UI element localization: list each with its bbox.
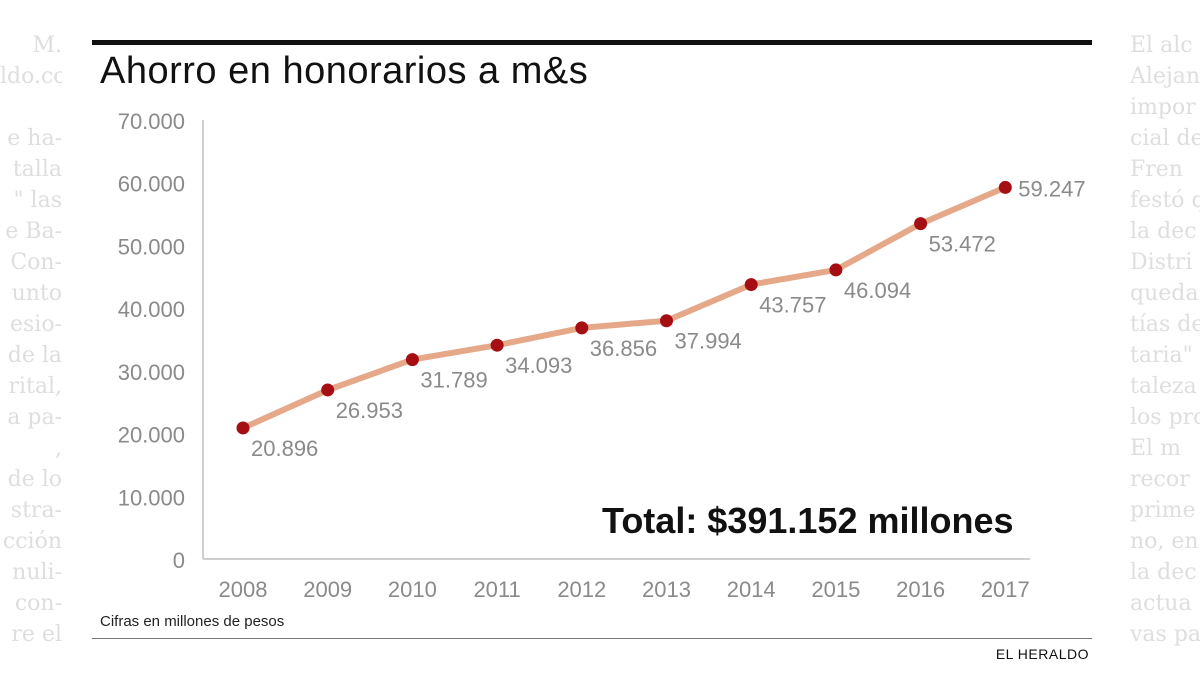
background-text-line: vas pa [1130, 622, 1200, 647]
background-text-line: rital, [8, 374, 62, 399]
background-text-line: los pro [1130, 405, 1200, 430]
data-labels: 20.896 26.953 31.789 34.093 36.856 37.994 43.7… [251, 176, 1086, 461]
background-text-line: Alejan [1130, 64, 1200, 89]
background-text-line: e Ba- [5, 219, 62, 244]
background-text-line: con- [14, 591, 62, 616]
x-tick-label: 2013 [642, 577, 691, 602]
chart-title: Ahorro en honorarios a m&s [100, 50, 589, 92]
data-point [236, 421, 250, 435]
data-label: 59.247 [1018, 176, 1085, 201]
data-point [829, 263, 843, 277]
background-text-line: M. [32, 33, 62, 58]
y-tick-label: 40.000 [118, 297, 185, 322]
background-text-line: a pa- [7, 405, 62, 430]
y-tick-label: 50.000 [118, 234, 185, 259]
background-text-line: impor [1130, 95, 1196, 120]
background-text-line: nuli- [12, 560, 62, 585]
background-text-line: stra- [10, 498, 62, 523]
background-article-text-left: M. ldo.co e ha-talla " las e Ba- Con-unto esi… [0, 30, 62, 650]
x-tick-label: 2014 [727, 577, 776, 602]
y-tick-label: 30.000 [118, 360, 185, 385]
background-text-line: de lo [7, 467, 62, 492]
background-text-line: taria" [1130, 343, 1193, 368]
background-text-line: " las [13, 188, 62, 213]
data-point [405, 353, 419, 367]
background-text-line: El m [1130, 436, 1181, 461]
data-label: 37.994 [675, 329, 742, 354]
data-label: 34.093 [505, 353, 572, 378]
data-point [490, 338, 504, 352]
background-text-line: cial de [1130, 126, 1200, 151]
data-point [660, 314, 673, 328]
background-text-line: de la [7, 343, 62, 368]
background-text-line: no, en [1130, 529, 1199, 554]
background-text-line: cción [2, 529, 62, 554]
y-tick-label: 60.000 [118, 172, 185, 197]
data-label: 46.094 [844, 278, 911, 303]
background-text-line: la dec [1130, 560, 1197, 585]
background-article-text-right: El alc Alejan impor cial de Fren festó q la de… [1130, 30, 1200, 650]
y-tick-label: 0 [173, 548, 185, 573]
y-tick-label: 20.000 [118, 423, 185, 448]
background-text-line: festó q [1130, 188, 1200, 213]
y-tick-label: 10.000 [118, 485, 185, 510]
x-tick-label: 2011 [473, 577, 520, 602]
data-label: 36.856 [590, 336, 657, 361]
data-points [236, 180, 1012, 435]
x-tick-label: 2010 [388, 577, 437, 602]
bottom-rule [92, 638, 1092, 639]
background-text-line: la dec [1130, 219, 1197, 244]
background-text-line: Con- [10, 250, 62, 275]
background-text-line: taleza [1130, 374, 1197, 399]
data-label: 31.789 [420, 368, 487, 393]
background-text-line: , [55, 436, 62, 461]
background-text-line: Distri [1130, 250, 1193, 275]
background-text-line: e ha- [7, 126, 62, 151]
data-label: 53.472 [929, 232, 996, 257]
top-rule [92, 40, 1092, 45]
total-annotation: Total: $391.152 millones [602, 500, 1014, 541]
background-text-line: Fren [1130, 157, 1183, 182]
x-tick-label: 2017 [981, 577, 1030, 602]
background-text-line: unto [11, 281, 62, 306]
source-credit: EL HERALDO [995, 646, 1089, 662]
background-text-line: esio- [9, 312, 62, 337]
background-text-line: prime [1130, 498, 1196, 523]
data-label: 20.896 [251, 436, 318, 461]
data-label: 26.953 [336, 398, 403, 423]
series-line [240, 184, 1009, 431]
x-tick-label: 2016 [896, 577, 945, 602]
background-text-line: recor [1130, 467, 1190, 492]
background-text-line: tías de [1130, 312, 1200, 337]
x-axis-ticks: 2008 2009 2010 2011 2012 2013 2014 2015 2016 2017 [219, 577, 1030, 602]
y-tick-label: 70.000 [118, 109, 185, 134]
background-text-line: talla [12, 157, 62, 182]
x-tick-label: 2012 [557, 577, 606, 602]
x-tick-label: 2008 [219, 577, 268, 602]
y-axis-ticks: 0 10.000 20.000 30.000 40.000 50.000 60.000 70.… [118, 109, 185, 573]
data-point [998, 180, 1012, 194]
x-tick-label: 2015 [811, 577, 860, 602]
data-point [575, 321, 589, 335]
x-tick-label: 2009 [303, 577, 352, 602]
background-text-line: queda [1130, 281, 1199, 306]
background-text-line: re el [11, 622, 62, 647]
data-label: 43.757 [759, 293, 826, 318]
background-text-line: ldo.co [0, 64, 62, 89]
data-point [914, 217, 928, 231]
units-note: Cifras en millones de pesos [100, 613, 285, 630]
background-text-line: actua [1130, 591, 1192, 616]
background-text-line: El alc [1130, 33, 1193, 58]
data-point [744, 278, 758, 292]
data-point [321, 383, 335, 397]
